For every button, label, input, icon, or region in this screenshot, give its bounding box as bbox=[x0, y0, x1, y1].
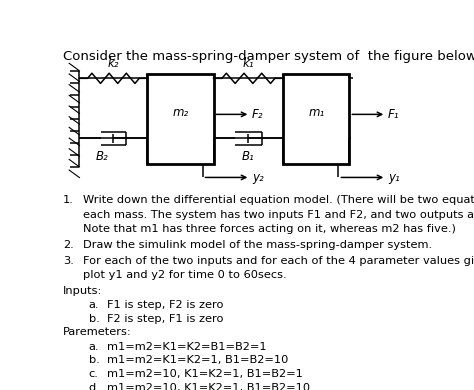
Text: Write down the differential equation model. (There will be two equations, one fo: Write down the differential equation mod… bbox=[83, 195, 474, 206]
Text: k₂: k₂ bbox=[108, 57, 119, 70]
Text: m1=m2=10, K1=K2=1, B1=B2=10: m1=m2=10, K1=K2=1, B1=B2=10 bbox=[107, 383, 310, 390]
Text: c.: c. bbox=[89, 369, 99, 379]
FancyBboxPatch shape bbox=[147, 74, 213, 164]
Text: 1.: 1. bbox=[63, 195, 74, 206]
Text: Draw the simulink model of the mass-spring-damper system.: Draw the simulink model of the mass-spri… bbox=[83, 240, 432, 250]
Text: a.: a. bbox=[89, 300, 99, 310]
Text: y₁: y₁ bbox=[388, 171, 400, 184]
Text: B₂: B₂ bbox=[96, 150, 109, 163]
Text: B₁: B₁ bbox=[242, 150, 255, 163]
Text: m1=m2=K1=K2=1, B1=B2=10: m1=m2=K1=K2=1, B1=B2=10 bbox=[107, 356, 288, 365]
Text: Note that m1 has three forces acting on it, whereas m2 has five.): Note that m1 has three forces acting on … bbox=[83, 224, 456, 234]
Text: 2.: 2. bbox=[63, 240, 73, 250]
Text: d.: d. bbox=[89, 383, 100, 390]
Text: F2 is step, F1 is zero: F2 is step, F1 is zero bbox=[107, 314, 224, 324]
Text: plot y1 and y2 for time 0 to 60secs.: plot y1 and y2 for time 0 to 60secs. bbox=[83, 270, 287, 280]
Text: m1=m2=10, K1=K2=1, B1=B2=1: m1=m2=10, K1=K2=1, B1=B2=1 bbox=[107, 369, 303, 379]
Text: Inputs:: Inputs: bbox=[63, 285, 102, 296]
Text: m₁: m₁ bbox=[308, 106, 325, 119]
Text: b.: b. bbox=[89, 356, 100, 365]
Text: m1=m2=K1=K2=B1=B2=1: m1=m2=K1=K2=B1=B2=1 bbox=[107, 342, 267, 352]
Text: m₂: m₂ bbox=[173, 106, 189, 119]
Text: y₂: y₂ bbox=[252, 171, 264, 184]
Text: Paremeters:: Paremeters: bbox=[63, 327, 132, 337]
FancyBboxPatch shape bbox=[283, 74, 349, 164]
Text: Consider the mass-spring-damper system of  the figure below.: Consider the mass-spring-damper system o… bbox=[63, 50, 474, 64]
Text: 3.: 3. bbox=[63, 255, 74, 266]
Text: each mass. The system has two inputs F1 and F2, and two outputs are y1 and y2.: each mass. The system has two inputs F1 … bbox=[83, 210, 474, 220]
Text: b.: b. bbox=[89, 314, 100, 324]
Text: F1 is step, F2 is zero: F1 is step, F2 is zero bbox=[107, 300, 224, 310]
Text: k₁: k₁ bbox=[243, 57, 254, 70]
Text: F₂: F₂ bbox=[252, 108, 264, 121]
Text: a.: a. bbox=[89, 342, 99, 352]
Text: For each of the two inputs and for each of the 4 parameter values given below: For each of the two inputs and for each … bbox=[83, 255, 474, 266]
Text: F₁: F₁ bbox=[388, 108, 400, 121]
